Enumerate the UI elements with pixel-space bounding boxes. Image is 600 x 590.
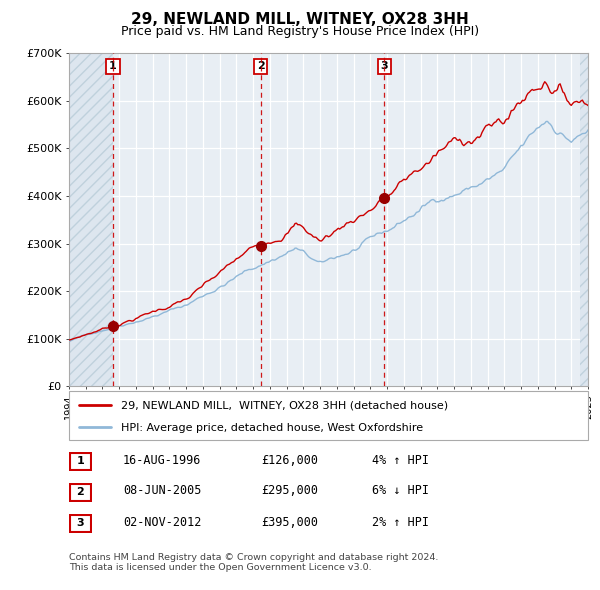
FancyBboxPatch shape: [70, 484, 91, 500]
Text: 3: 3: [77, 519, 84, 528]
Text: 3: 3: [380, 61, 388, 71]
FancyBboxPatch shape: [69, 391, 588, 440]
Text: 6% ↓ HPI: 6% ↓ HPI: [372, 484, 429, 497]
Text: 02-NOV-2012: 02-NOV-2012: [123, 516, 202, 529]
Bar: [69, 53, 113, 386]
Text: 16-AUG-1996: 16-AUG-1996: [123, 454, 202, 467]
Bar: [580, 53, 588, 386]
Text: 29, NEWLAND MILL,  WITNEY, OX28 3HH (detached house): 29, NEWLAND MILL, WITNEY, OX28 3HH (deta…: [121, 401, 448, 411]
Text: 1: 1: [109, 61, 117, 71]
Text: £126,000: £126,000: [261, 454, 318, 467]
Text: Price paid vs. HM Land Registry's House Price Index (HPI): Price paid vs. HM Land Registry's House …: [121, 25, 479, 38]
Bar: [69, 53, 113, 386]
Text: 1: 1: [77, 457, 84, 466]
Text: 08-JUN-2005: 08-JUN-2005: [123, 484, 202, 497]
FancyBboxPatch shape: [70, 515, 91, 532]
Text: HPI: Average price, detached house, West Oxfordshire: HPI: Average price, detached house, West…: [121, 424, 423, 434]
Bar: [580, 53, 588, 386]
Text: Contains HM Land Registry data © Crown copyright and database right 2024.: Contains HM Land Registry data © Crown c…: [69, 553, 439, 562]
Text: £395,000: £395,000: [261, 516, 318, 529]
Text: This data is licensed under the Open Government Licence v3.0.: This data is licensed under the Open Gov…: [69, 563, 371, 572]
Text: 2: 2: [257, 61, 265, 71]
Text: £295,000: £295,000: [261, 484, 318, 497]
Text: 4% ↑ HPI: 4% ↑ HPI: [372, 454, 429, 467]
Text: 29, NEWLAND MILL, WITNEY, OX28 3HH: 29, NEWLAND MILL, WITNEY, OX28 3HH: [131, 12, 469, 27]
Text: 2% ↑ HPI: 2% ↑ HPI: [372, 516, 429, 529]
Text: 2: 2: [77, 487, 84, 497]
FancyBboxPatch shape: [70, 453, 91, 470]
